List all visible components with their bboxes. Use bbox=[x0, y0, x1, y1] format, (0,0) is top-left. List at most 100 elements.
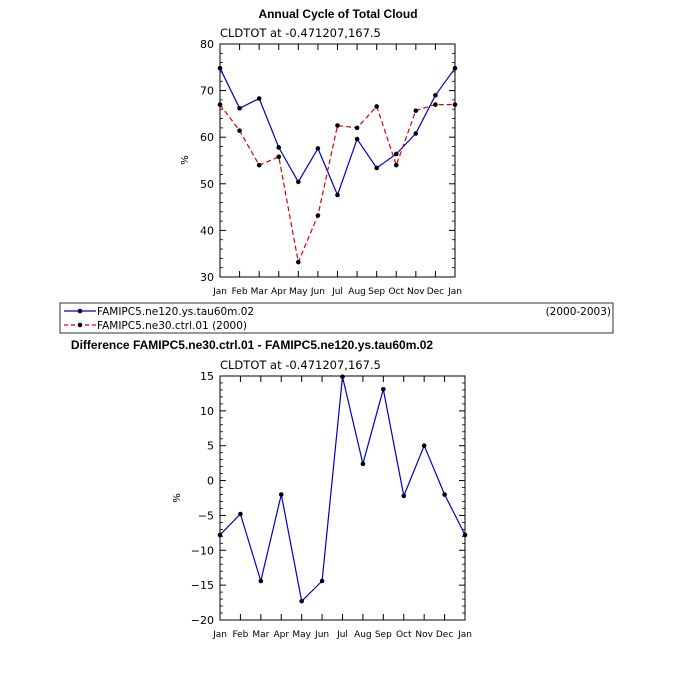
data-point-s0-2 bbox=[256, 96, 262, 101]
data-point-s0-10 bbox=[413, 131, 419, 136]
data-point-s0-1 bbox=[237, 106, 242, 111]
series-line-0 bbox=[219, 67, 456, 196]
data-point-s0-4 bbox=[296, 179, 301, 185]
data-point-s1-11 bbox=[433, 102, 438, 107]
series-line-1 bbox=[219, 103, 455, 263]
y-axis-label: % bbox=[180, 155, 191, 165]
data-point-s1-5 bbox=[315, 213, 321, 218]
x-tick-label: May bbox=[292, 630, 311, 640]
chart-subtitle: CLDTOT at -0.471207,167.5 bbox=[220, 358, 381, 372]
x-tick-label: Jan bbox=[457, 630, 472, 640]
x-tick-label: Sep bbox=[368, 287, 385, 297]
data-point-s1-2 bbox=[256, 162, 262, 168]
x-tick-label: Nov bbox=[407, 287, 425, 297]
y-tick-label: 50 bbox=[200, 178, 214, 191]
x-tick-label: Sep bbox=[375, 630, 392, 640]
x-tick-label: Apr bbox=[273, 630, 289, 640]
y-axis-label: % bbox=[172, 493, 183, 503]
y-tick-label: 30 bbox=[200, 271, 214, 284]
x-tick-label: Nov bbox=[415, 630, 433, 640]
data-point-s0-9 bbox=[401, 493, 407, 499]
legend-marker-0 bbox=[77, 308, 83, 314]
data-point-s0-5 bbox=[319, 578, 325, 584]
y-tick-label: 70 bbox=[200, 85, 214, 98]
data-point-s0-2 bbox=[258, 578, 264, 584]
data-point-s0-7 bbox=[360, 461, 366, 467]
legend-label-0: FAMIPC5.ne120.ys.tau60m.02 bbox=[97, 306, 254, 318]
y-tick-label: 15 bbox=[200, 370, 214, 383]
data-point-s0-12 bbox=[452, 65, 458, 71]
data-point-s0-0 bbox=[217, 532, 223, 538]
y-tick-label: −5 bbox=[198, 509, 214, 522]
x-tick-label: Feb bbox=[232, 287, 248, 297]
data-point-s0-11 bbox=[433, 92, 438, 98]
data-point-s0-10 bbox=[421, 443, 427, 449]
data-point-s1-7 bbox=[354, 125, 360, 131]
data-point-s1-12 bbox=[452, 102, 458, 107]
x-tick-label: Jun bbox=[310, 287, 325, 297]
x-tick-label: Mar bbox=[252, 630, 269, 640]
data-point-s0-3 bbox=[278, 492, 284, 497]
x-tick-labels: Jan Feb Mar Apr May Jun Jul Aug Sep Oct Nov Dec Jan bbox=[212, 630, 472, 640]
legend-marker-1 bbox=[77, 322, 83, 328]
x-tick-label: Aug bbox=[348, 287, 366, 297]
x-tick-label: May bbox=[289, 287, 308, 297]
chart-subtitle: CLDTOT at -0.471207,167.5 bbox=[220, 26, 381, 40]
data-point-s0-8 bbox=[381, 386, 386, 392]
difference-chart: Difference FAMIPC5.ne30.ctrl.01 - FAMIPC… bbox=[71, 338, 472, 640]
legend-years-0: (2000-2003) bbox=[546, 306, 611, 318]
data-point-s1-8 bbox=[374, 104, 379, 109]
axis-ticks bbox=[219, 43, 456, 278]
x-tick-label: Dec bbox=[436, 630, 453, 640]
series-layer bbox=[217, 374, 468, 604]
y-tick-label: 10 bbox=[200, 405, 214, 418]
x-tick-label: Aug bbox=[354, 630, 372, 640]
data-point-s1-10 bbox=[413, 108, 419, 113]
x-tick-label: Apr bbox=[271, 287, 287, 297]
legend-box bbox=[59, 302, 614, 334]
y-tick-label: 60 bbox=[200, 131, 214, 144]
plot-frame bbox=[219, 375, 466, 621]
series-line-0 bbox=[219, 376, 466, 602]
plot-frame bbox=[219, 43, 456, 278]
data-point-s0-9 bbox=[393, 151, 399, 157]
x-tick-label: Feb bbox=[232, 630, 248, 640]
y-tick-label: −20 bbox=[191, 614, 214, 627]
legend-label-1: FAMIPC5.ne30.ctrl.01 (2000) bbox=[97, 320, 247, 332]
y-tick-label: 5 bbox=[207, 440, 214, 453]
y-tick-label: −15 bbox=[191, 579, 214, 592]
data-point-s1-6 bbox=[335, 123, 340, 128]
data-point-s0-11 bbox=[442, 492, 447, 497]
legend: FAMIPC5.ne120.ys.tau60m.02 (2000-2003) F… bbox=[59, 302, 614, 334]
chart-title: Difference FAMIPC5.ne30.ctrl.01 - FAMIPC… bbox=[71, 338, 433, 352]
y-tick-label: 0 bbox=[207, 475, 214, 488]
data-point-s0-5 bbox=[315, 146, 321, 151]
annual-cycle-chart: Annual Cycle of Total Cloud CLDTOT at -0… bbox=[180, 7, 462, 297]
x-tick-label: Jul bbox=[336, 630, 348, 640]
data-point-s0-4 bbox=[299, 598, 304, 604]
y-tick-labels: −20 −15 −10 −5 0 5 10 15 bbox=[191, 370, 214, 627]
y-tick-labels: 30 40 50 60 70 80 bbox=[200, 38, 214, 284]
x-tick-label: Oct bbox=[388, 287, 404, 297]
data-point-s0-3 bbox=[276, 145, 282, 150]
data-point-s0-12 bbox=[462, 532, 468, 538]
y-tick-label: 40 bbox=[200, 224, 214, 237]
data-point-s0-6 bbox=[340, 374, 345, 379]
data-point-s0-8 bbox=[374, 165, 379, 171]
data-point-s0-7 bbox=[354, 136, 360, 142]
x-tick-label: Oct bbox=[396, 630, 412, 640]
x-tick-label: Mar bbox=[251, 287, 268, 297]
data-point-s1-1 bbox=[237, 128, 242, 133]
chart-title: Annual Cycle of Total Cloud bbox=[258, 7, 417, 21]
data-point-s1-0 bbox=[217, 102, 223, 107]
data-point-s1-3 bbox=[276, 154, 282, 160]
x-tick-label: Jan bbox=[212, 630, 227, 640]
x-tick-label: Dec bbox=[427, 287, 444, 297]
x-tick-labels: Jan Feb Mar Apr May Jun Jul Aug Sep Oct Nov Dec Jan bbox=[212, 287, 462, 297]
y-tick-label: 80 bbox=[200, 38, 214, 51]
data-point-s0-0 bbox=[217, 65, 223, 71]
y-tick-label: −10 bbox=[191, 544, 214, 557]
data-point-s0-1 bbox=[238, 511, 243, 517]
x-tick-label: Jul bbox=[331, 287, 343, 297]
